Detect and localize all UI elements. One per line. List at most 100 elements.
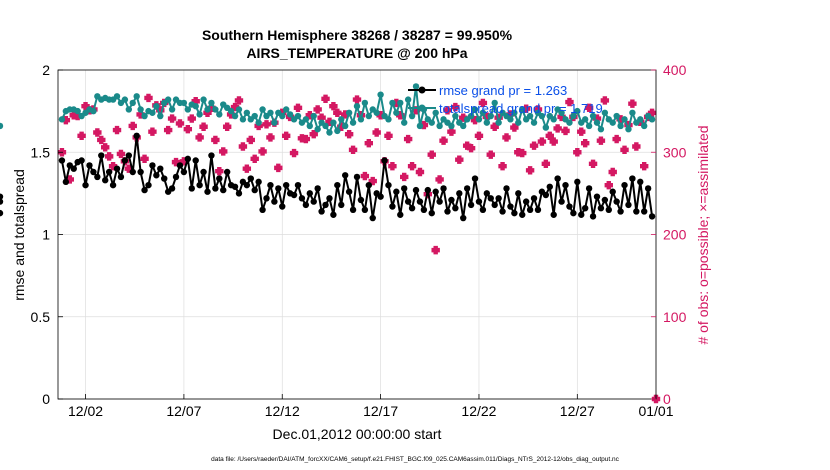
- totalspread-point: [357, 116, 365, 123]
- y2-tick-label: 0: [663, 391, 671, 407]
- obs-marker: [128, 121, 137, 131]
- totalspread-point: [267, 109, 274, 116]
- totalspread-point: [467, 112, 475, 120]
- obs-marker-shape: [612, 134, 621, 144]
- rmse-point: [648, 213, 656, 220]
- obs-marker-shape: [561, 126, 570, 136]
- totalspread-point: [511, 109, 518, 116]
- rmse-point: [188, 185, 195, 192]
- rmse-point: [180, 168, 188, 176]
- obs-marker-shape: [632, 142, 641, 151]
- rmse-point: [338, 201, 345, 209]
- obs-marker: [219, 147, 228, 156]
- rmse-point: [640, 208, 648, 215]
- obs-marker-shape: [93, 128, 102, 137]
- legend-label-rmse: rmse grand pr = 1.263: [439, 83, 567, 98]
- rmse-point: [322, 201, 329, 209]
- rmse-point: [377, 193, 384, 200]
- obs-marker: [348, 145, 358, 154]
- rmse-point: [574, 178, 581, 186]
- totalspread-point: [515, 119, 522, 126]
- obs-marker: [451, 102, 460, 112]
- obs-marker: [144, 93, 153, 103]
- rmse-point: [349, 206, 357, 214]
- obs-marker: [364, 139, 374, 148]
- obs-marker: [632, 142, 641, 151]
- totalspread-point: [204, 106, 211, 113]
- obs-marker-shape: [344, 129, 354, 139]
- totalspread-point: [460, 122, 467, 130]
- obs-marker-shape: [474, 131, 484, 140]
- obs-marker-shape: [348, 145, 358, 154]
- totalspread-point: [306, 122, 313, 130]
- totalspread-point: [196, 111, 203, 118]
- rmse-point: [432, 188, 439, 195]
- rmse-point: [471, 175, 479, 182]
- rmse-point: [220, 186, 227, 194]
- totalspread-point: [345, 109, 353, 116]
- rmse-point: [483, 190, 491, 197]
- obs-marker: [372, 128, 381, 137]
- totalspread-point: [625, 126, 632, 133]
- rmse-point: [357, 196, 365, 204]
- rmse-point: [141, 186, 148, 194]
- obs-marker: [195, 133, 204, 142]
- obs-marker-shape: [140, 154, 149, 164]
- obs-marker: [97, 135, 106, 145]
- rmse-point: [475, 198, 483, 205]
- obs-marker-shape: [403, 134, 413, 144]
- totalspread-point: [200, 96, 207, 103]
- obs-marker: [289, 148, 299, 158]
- obs-marker-shape: [242, 164, 252, 173]
- totalspread-point: [550, 116, 557, 123]
- totalspread-point: [408, 112, 416, 120]
- totalspread-point: [589, 112, 597, 120]
- rmse-point: [86, 162, 93, 169]
- y-tick-label: 0.5: [31, 309, 51, 325]
- obs-marker-shape: [443, 106, 452, 115]
- rmse-point: [192, 157, 199, 164]
- y-tick-label: 2: [42, 62, 50, 78]
- obs-marker: [309, 129, 318, 139]
- totalspread-point: [389, 99, 396, 107]
- totalspread-point: [471, 106, 479, 113]
- rmse-point: [117, 173, 125, 181]
- x-tick-label: 12/27: [560, 403, 595, 419]
- rmse-point: [255, 178, 262, 186]
- rmse-point: [216, 175, 223, 182]
- totalspread-point: [157, 112, 164, 120]
- obs-marker: [502, 133, 511, 142]
- totalspread-point: [393, 109, 400, 116]
- obs-marker-shape: [604, 180, 613, 190]
- x-tick-label: 12/22: [461, 403, 496, 419]
- obs-marker: [588, 159, 598, 168]
- rmse-point: [196, 181, 203, 189]
- rmse-point: [412, 186, 420, 194]
- totalspread-point: [180, 99, 188, 107]
- obs-marker-shape: [451, 102, 460, 112]
- obs-marker: [167, 114, 177, 123]
- obs-marker-shape: [400, 172, 409, 182]
- obs-marker-shape: [466, 143, 476, 153]
- obs-marker: [175, 119, 185, 128]
- rmse-point: [157, 165, 164, 172]
- totalspread-point: [243, 109, 251, 116]
- obs-marker: [388, 162, 397, 171]
- obs-marker: [549, 137, 558, 146]
- rmse-point: [102, 177, 109, 184]
- rmse-point: [231, 183, 239, 190]
- obs-marker-shape: [333, 108, 342, 117]
- rmse-point: [542, 191, 550, 199]
- totalspread-point: [227, 107, 235, 115]
- totalspread-point: [621, 116, 628, 123]
- obs-marker: [443, 106, 452, 115]
- rmse-point: [629, 175, 636, 182]
- rmse-point: [589, 213, 597, 220]
- rmse-point: [0, 209, 4, 217]
- totalspread-point: [519, 106, 526, 113]
- obs-marker-shape: [372, 128, 381, 137]
- x-axis-label: Dec.01,2012 00:00:00 start: [273, 426, 442, 442]
- obs-marker: [486, 150, 495, 159]
- obs-marker: [498, 162, 507, 171]
